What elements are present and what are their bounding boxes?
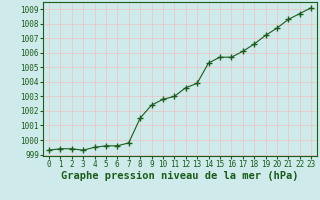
X-axis label: Graphe pression niveau de la mer (hPa): Graphe pression niveau de la mer (hPa): [61, 171, 299, 181]
